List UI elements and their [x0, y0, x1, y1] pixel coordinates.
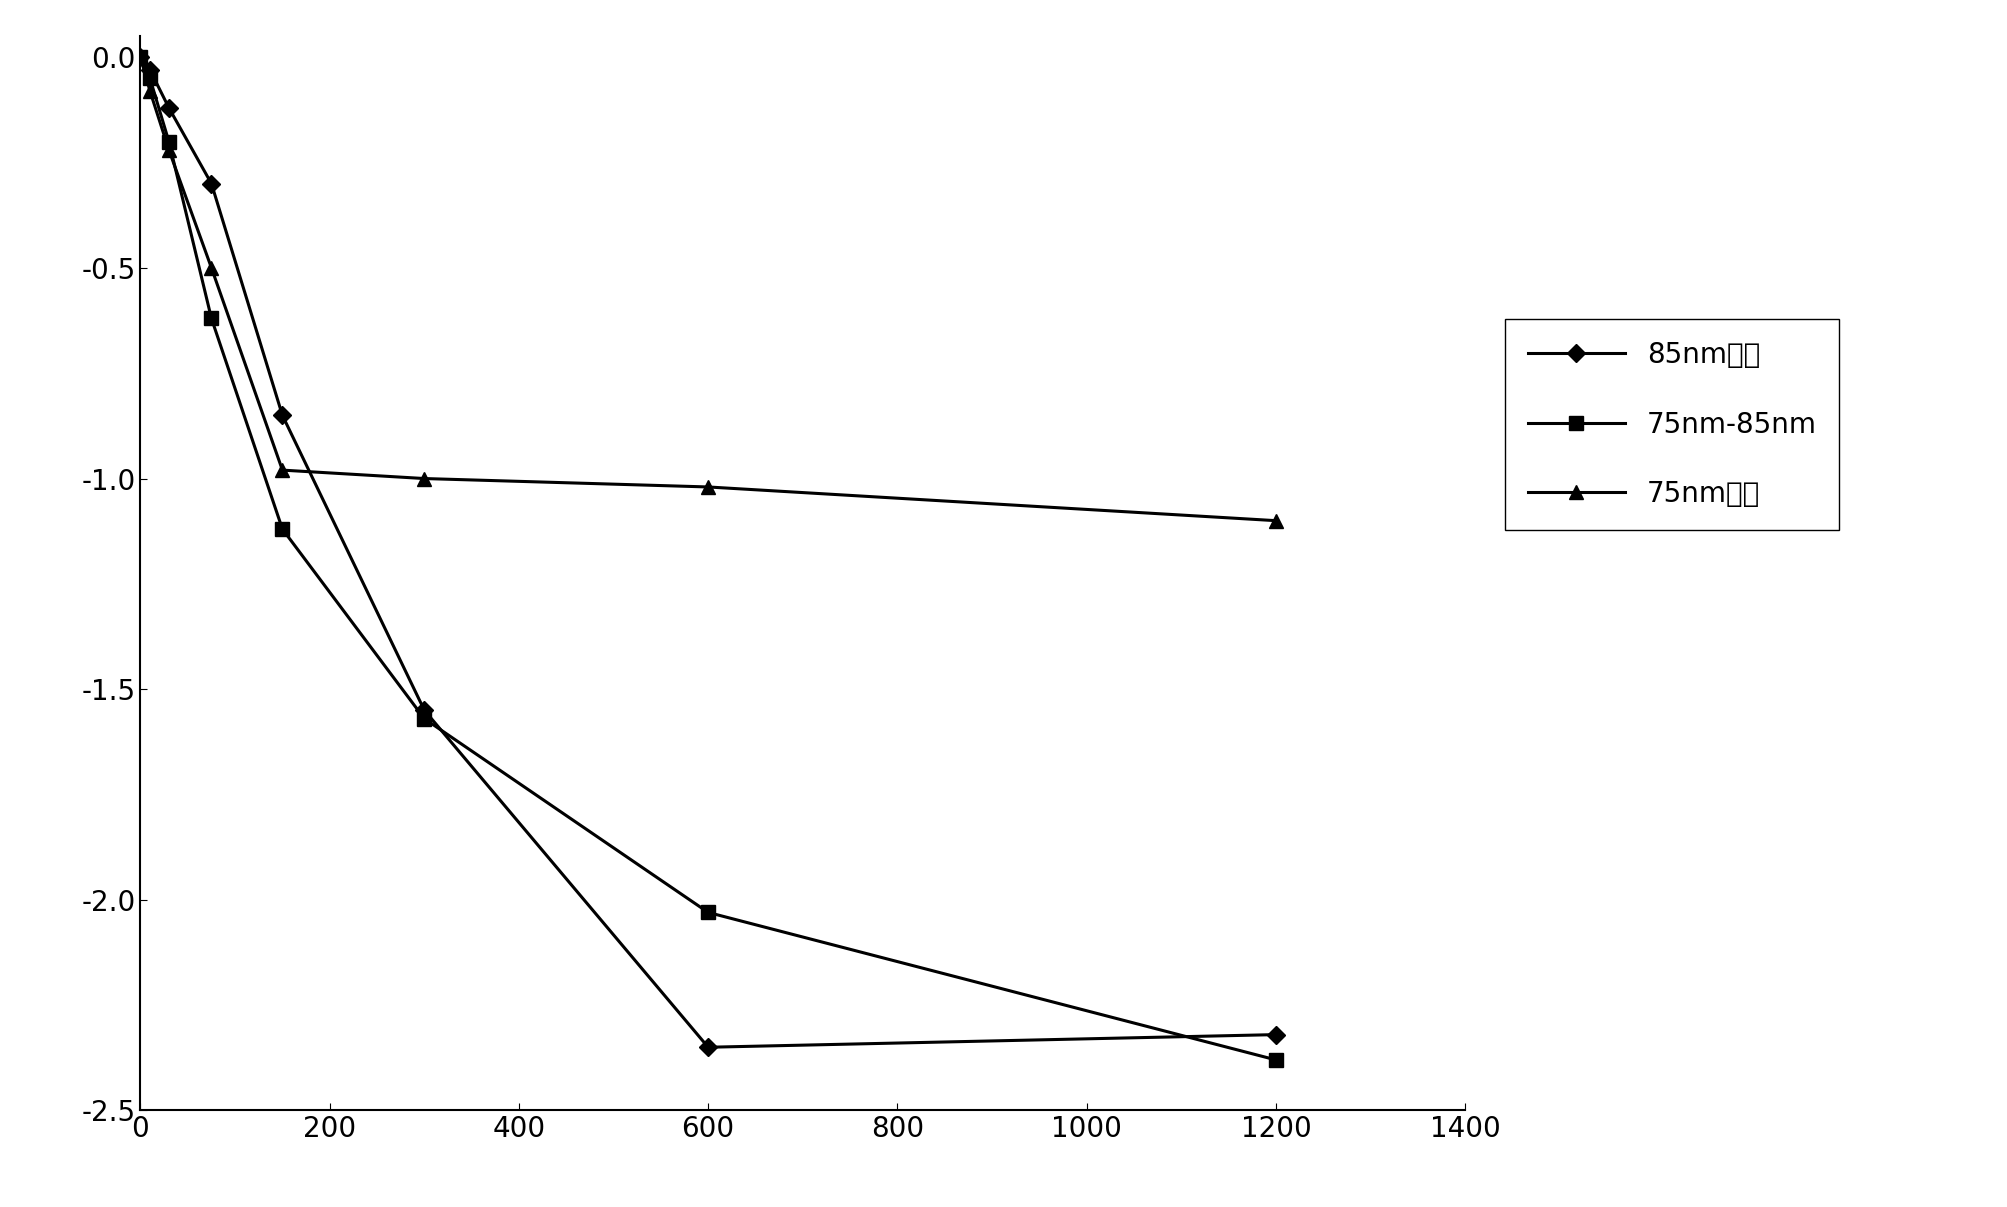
75nm-85nm: [157, 134, 181, 148]
75nm以下: [128, 49, 153, 64]
75nm以下: [1264, 513, 1288, 527]
75nm以下: [411, 471, 436, 485]
85nm以上: [696, 1040, 721, 1055]
85nm以上: [1264, 1027, 1288, 1042]
85nm以上: [128, 49, 153, 64]
75nm以下: [157, 142, 181, 157]
75nm以下: [138, 83, 163, 98]
75nm-85nm: [696, 905, 721, 920]
85nm以上: [138, 63, 163, 77]
Legend: 85nm以上, 75nm-85nm, 75nm以下: 85nm以上, 75nm-85nm, 75nm以下: [1505, 319, 1838, 530]
75nm以下: [271, 462, 295, 477]
75nm-85nm: [1264, 1053, 1288, 1067]
75nm-85nm: [199, 311, 223, 326]
75nm以下: [696, 479, 721, 494]
75nm以下: [199, 261, 223, 275]
85nm以上: [157, 100, 181, 115]
Line: 85nm以上: 85nm以上: [134, 51, 1282, 1054]
85nm以上: [199, 176, 223, 191]
75nm-85nm: [271, 521, 295, 536]
75nm-85nm: [411, 711, 436, 725]
Line: 75nm以下: 75nm以下: [134, 51, 1282, 527]
75nm-85nm: [138, 71, 163, 86]
85nm以上: [411, 702, 436, 717]
85nm以上: [271, 408, 295, 422]
Line: 75nm-85nm: 75nm-85nm: [134, 51, 1282, 1067]
75nm-85nm: [128, 49, 153, 64]
